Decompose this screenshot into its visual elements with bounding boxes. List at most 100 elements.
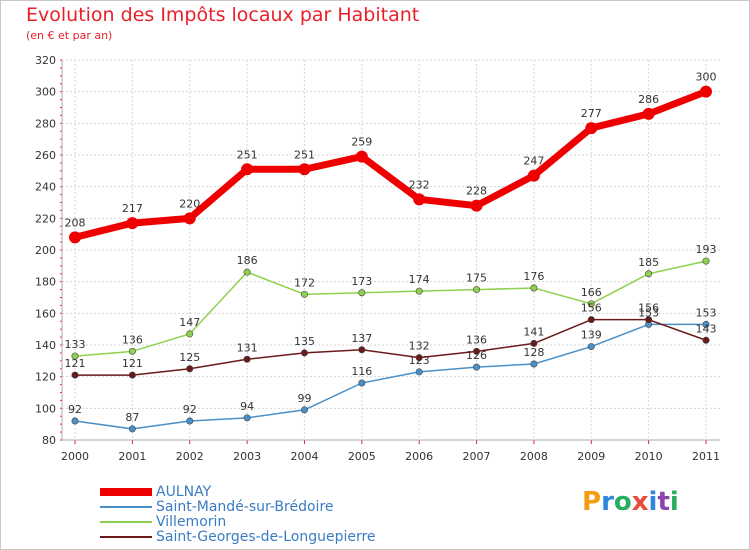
legend-label: Villemorin <box>156 513 227 530</box>
data-label: 156 <box>581 302 602 315</box>
y-tick-label: 300 <box>35 86 56 99</box>
data-label: 251 <box>237 148 258 161</box>
data-point <box>128 347 136 355</box>
data-label: 217 <box>122 202 143 215</box>
data-point <box>186 365 194 373</box>
x-tick-label: 2003 <box>233 450 261 463</box>
data-point <box>355 150 368 163</box>
x-tick-label: 2009 <box>577 450 605 463</box>
chart-legend: AULNAY Saint-Mandé-sur-Brédoire Villemorin… <box>100 483 376 545</box>
data-label: 220 <box>179 197 200 210</box>
data-point <box>645 270 653 278</box>
x-tick-label: 2005 <box>348 450 376 463</box>
legend-swatch <box>100 505 152 508</box>
data-label: 232 <box>409 178 430 191</box>
legend-label: Saint-Mandé-sur-Brédoire <box>156 498 334 515</box>
y-tick-label: 140 <box>35 339 56 352</box>
data-point <box>128 371 136 379</box>
chart-title: Evolution des Impôts locaux par Habitant <box>26 4 420 26</box>
legend-swatch <box>100 520 152 523</box>
data-label: 208 <box>65 216 86 229</box>
data-point <box>71 417 79 425</box>
data-point <box>358 379 366 387</box>
data-point <box>415 368 423 376</box>
data-label: 137 <box>351 332 372 345</box>
legend-item: Saint-Mandé-sur-Brédoire <box>100 498 376 515</box>
data-label: 174 <box>409 273 430 286</box>
data-label: 153 <box>638 306 659 319</box>
data-point <box>702 257 710 265</box>
y-tick-label: 100 <box>35 402 56 415</box>
data-point <box>415 287 423 295</box>
data-point <box>128 425 136 433</box>
legend-item: Villemorin <box>100 513 376 530</box>
data-label: 193 <box>696 243 717 256</box>
data-label: 173 <box>351 275 372 288</box>
data-label: 143 <box>696 322 717 335</box>
data-point <box>71 352 79 360</box>
data-label: 92 <box>68 403 82 416</box>
data-point <box>473 347 481 355</box>
data-point <box>69 231 81 244</box>
data-point <box>415 354 423 362</box>
data-label: 156 <box>638 302 659 315</box>
data-label: 175 <box>466 272 487 285</box>
data-label: 132 <box>409 340 430 353</box>
data-label: 121 <box>122 357 143 370</box>
data-label: 153 <box>696 306 717 319</box>
data-point <box>186 330 194 338</box>
y-tick-label: 180 <box>35 276 56 289</box>
legend-item: AULNAY <box>100 483 376 500</box>
data-point <box>645 316 653 324</box>
y-tick-label: 220 <box>35 212 56 225</box>
data-point <box>300 406 308 414</box>
data-label: 176 <box>523 270 544 283</box>
legend-label: Saint-Georges-de-Longuepierre <box>156 528 376 545</box>
data-label: 300 <box>696 71 717 84</box>
data-point <box>587 343 595 351</box>
data-point <box>71 371 79 379</box>
data-point <box>702 320 710 328</box>
data-label: 277 <box>581 107 602 120</box>
x-tick-label: 2008 <box>520 450 548 463</box>
data-label: 139 <box>581 329 602 342</box>
data-point <box>473 363 481 371</box>
data-point <box>183 212 196 225</box>
x-tick-label: 2010 <box>635 450 663 463</box>
x-tick-label: 2001 <box>118 450 146 463</box>
data-point <box>530 339 538 347</box>
y-tick-label: 280 <box>35 117 56 130</box>
y-tick-label: 260 <box>35 149 56 162</box>
data-label: 186 <box>237 254 258 267</box>
data-point <box>473 286 481 294</box>
legend-label: AULNAY <box>156 483 212 500</box>
data-point <box>358 289 366 297</box>
data-point <box>702 336 710 344</box>
chart-subtitle: (en € et par an) <box>26 29 113 42</box>
data-point <box>298 163 311 176</box>
data-point <box>530 284 538 292</box>
series-line-2 <box>74 260 707 357</box>
data-point <box>527 169 540 182</box>
data-label: 147 <box>179 316 200 329</box>
series-line-0 <box>71 88 710 241</box>
data-point <box>642 107 655 120</box>
x-tick-label: 2002 <box>176 450 204 463</box>
data-label: 121 <box>65 357 86 370</box>
data-label: 92 <box>183 403 197 416</box>
data-label: 251 <box>294 148 315 161</box>
data-point <box>413 193 426 206</box>
data-point <box>585 122 598 135</box>
data-point <box>126 217 139 230</box>
data-point <box>186 417 194 425</box>
y-tick-label: 240 <box>35 181 56 194</box>
data-point <box>358 346 366 354</box>
data-point <box>700 85 712 98</box>
data-point <box>300 349 308 357</box>
data-label: 141 <box>523 325 544 338</box>
data-label: 99 <box>297 392 311 405</box>
data-label: 125 <box>179 351 200 364</box>
x-tick-label: 2011 <box>692 450 720 463</box>
data-point <box>243 268 251 276</box>
